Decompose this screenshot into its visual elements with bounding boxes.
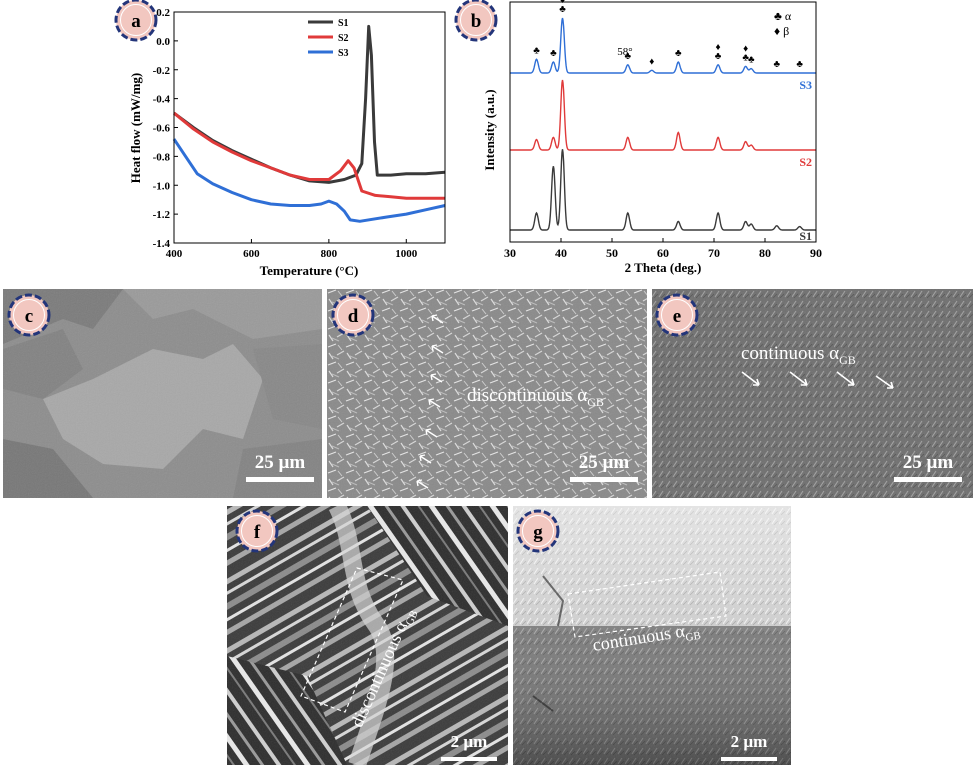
xrd-x-tick-label: 90	[810, 246, 822, 260]
panel-f-micrograph: discontinuous αGB 2 µm f	[227, 506, 508, 765]
xrd-marker-alpha: ♣	[742, 52, 749, 63]
xrd-x-tick-label: 30	[504, 246, 516, 260]
xrd-marker-alpha: ♣	[773, 59, 780, 70]
dsc-y-tick-label: 0.0	[156, 36, 170, 48]
xrd-series-label-s1: S1	[799, 229, 812, 243]
panel-label-f: f	[254, 522, 261, 543]
panel-label-e-badge: e	[655, 293, 699, 337]
dsc-y-tick-label: -0.8	[153, 151, 171, 163]
xrd-chart-frame	[509, 1, 817, 243]
dashed-box-f	[300, 567, 404, 713]
xrd-x-tick-label: 50	[606, 246, 618, 260]
panel-c-micrograph: 25 µm c	[3, 289, 322, 498]
dsc-x-axis-label: Temperature (°C)	[260, 263, 359, 278]
scale-bar-f-label: 2 µm	[450, 732, 488, 751]
panel-label-c: c	[25, 306, 33, 327]
xrd-x-axis-label: 2 Theta (deg.)	[625, 260, 702, 275]
xrd-series-label-s2: S2	[799, 155, 812, 169]
panel-d-micrograph: discontinuous αGB 25 µm d	[327, 289, 647, 498]
xrd-x-tick-label: 80	[759, 246, 771, 260]
panel-a: 400 600 800 1000 0.2 0.0 -0.2 -0.4 -0.6 -0.8 -1.0 -…	[114, 0, 448, 280]
xrd-marker-alpha: ♣	[625, 51, 632, 62]
xrd-series-s3	[510, 17, 816, 74]
xrd-x-tick-label: 60	[657, 246, 669, 260]
dsc-y-tick-label: -1.2	[153, 209, 171, 221]
xrd-x-tick-label: 40	[555, 246, 567, 260]
xrd-chart-series: S3 S2 S1	[510, 17, 816, 243]
panel-e-micrograph: continuous αGB 25 µm e	[652, 289, 973, 498]
dsc-y-tick-label: -0.6	[153, 123, 171, 135]
dsc-x-tick-label: 600	[243, 248, 260, 260]
xrd-marker-alpha: ♣	[675, 48, 682, 59]
xrd-phase-markers: ♣ ♣♦♣♣ ♦♣♦♣♦♣ ♣ ♣ ♣	[533, 0, 803, 70]
scale-bar-c-label: 25 µm	[254, 452, 306, 473]
dsc-y-tick-label: -0.4	[153, 94, 171, 106]
panel-label-a: a	[131, 11, 141, 32]
xrd-legend-entry: ♦ β	[774, 24, 789, 38]
dsc-y-tick-label: -1.0	[153, 180, 171, 192]
xrd-marker-alpha: ♣	[533, 45, 540, 56]
panel-label-g-badge: g	[516, 509, 560, 553]
xrd-chart-ticks: 30 40 50 60 70 80 90	[504, 238, 822, 260]
dsc-legend-label: S2	[338, 33, 349, 44]
dsc-series-s3	[172, 138, 446, 223]
scale-bar-g-label: 2 µm	[730, 732, 768, 751]
xrd-58-annotation: 58°	[617, 46, 632, 58]
xrd-series-s1	[510, 149, 816, 231]
panel-g-micrograph: continuous αGB 2 µm g	[513, 506, 791, 765]
dsc-x-tick-label: 400	[166, 248, 183, 260]
dashed-box-g	[567, 571, 727, 638]
panel-label-g: g	[533, 522, 543, 543]
panel-label-d: d	[348, 306, 359, 327]
dsc-x-tick-label: 800	[321, 248, 338, 260]
panel-label-c-badge: c	[7, 293, 51, 337]
xrd-series-label-s3: S3	[799, 78, 812, 92]
xrd-marker-alpha: ♣	[796, 59, 803, 70]
panel-label-d-badge: d	[331, 293, 375, 337]
dsc-y-tick-label: 0.2	[156, 7, 170, 19]
xrd-marker-beta: ♦	[716, 42, 721, 53]
annotation-e: continuous αGB	[741, 343, 856, 367]
scale-bar-e-label: 25 µm	[902, 452, 954, 473]
dsc-series-s1	[173, 24, 446, 184]
panel-b: S3 S2 S1 ♣ ♣ ♦ ♣ ♣ ♦ ♣ ♦ ♣ ♦ ♣ ♣ ♣ ♣ 30 40 50 60 70 80 90 2 T…	[452, 0, 824, 280]
dsc-chart-series	[172, 24, 446, 223]
panel-label-f-badge: f	[235, 509, 279, 553]
arrows-e	[741, 371, 894, 389]
scale-bar-d-label: 25 µm	[578, 452, 630, 473]
xrd-marker-alpha: ♣	[559, 4, 566, 15]
dsc-legend-label: S1	[338, 18, 349, 29]
xrd-marker-alpha: ♣	[550, 48, 557, 59]
dsc-y-axis-label: Heat flow (mW/mg)	[128, 73, 143, 183]
dsc-x-tick-label: 1000	[395, 248, 418, 260]
dsc-chart: 400 600 800 1000 0.2 0.0 -0.2 -0.4 -0.6 -0.8 -1.0 -…	[128, 7, 446, 278]
xrd-phase-legend: ♣ α♦ β	[774, 9, 792, 38]
dsc-y-tick-label: -0.2	[153, 65, 171, 77]
dsc-series-s2	[173, 111, 445, 200]
annotation-d: discontinuous αGB	[467, 385, 604, 409]
xrd-y-axis-label: Intensity (a.u.)	[482, 89, 497, 170]
xrd-marker-beta: ♦	[743, 43, 748, 54]
arrows-d	[416, 314, 444, 489]
xrd-marker-beta: ♦	[649, 56, 654, 67]
dsc-legend: S1 S2 S3	[308, 18, 349, 59]
panel-label-a-badge: a	[114, 0, 158, 42]
dsc-chart-ticks: 400 600 800 1000 0.2 0.0 -0.2 -0.4 -0.6 -0.8 -1.0 -…	[153, 7, 418, 260]
dsc-y-tick-label: -1.4	[153, 238, 171, 250]
panel-label-b-badge: b	[454, 0, 498, 42]
xrd-marker-beta: ♦	[560, 0, 565, 6]
xrd-marker-alpha: ♣	[748, 55, 755, 66]
dsc-chart-frame	[173, 11, 446, 244]
xrd-x-tick-label: 70	[708, 246, 720, 260]
xrd-marker-alpha: ♣	[715, 51, 722, 62]
panel-label-b: b	[471, 11, 482, 32]
panel-label-e: e	[673, 306, 681, 327]
dsc-legend-label: S3	[338, 48, 349, 59]
xrd-legend-entry: ♣ α	[774, 9, 792, 23]
xrd-series-s2	[510, 79, 816, 151]
